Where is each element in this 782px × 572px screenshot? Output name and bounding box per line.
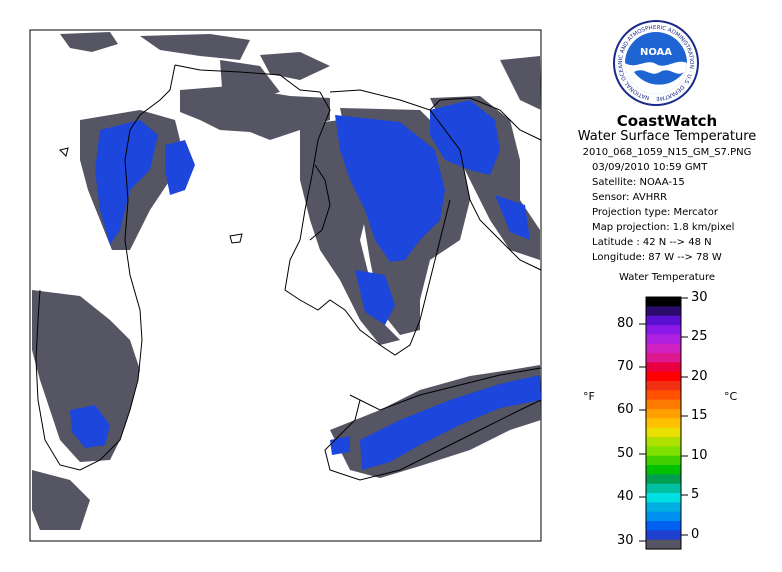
- color-swatch: [646, 297, 681, 307]
- c-tick-30: 30: [691, 290, 708, 305]
- color-swatch: [646, 446, 681, 457]
- map-projection: Map projection: 1.8 km/pixel: [592, 222, 735, 233]
- color-scale-border: [645, 296, 682, 550]
- file-name: 2010_068_1059_N15_GM_S7.PNG: [582, 147, 752, 158]
- color-swatch: [646, 343, 681, 354]
- c-tick-5: 5: [691, 487, 700, 502]
- c-tick-15: 15: [691, 408, 708, 423]
- unit-celsius: °C: [724, 390, 738, 403]
- satellite: Satellite: NOAA-15: [592, 177, 685, 188]
- datetime: 03/09/2010 10:59 GMT: [592, 162, 708, 173]
- f-tick-60: 60: [617, 402, 634, 417]
- c-tick-0: 0: [691, 527, 700, 542]
- f-tick-40: 40: [617, 489, 634, 504]
- coastline: [35, 64, 542, 481]
- longitude-range: Longitude: 87 W --> 78 W: [592, 252, 722, 263]
- noaa-logo-text: NOAA: [640, 47, 672, 58]
- projection-type: Projection type: Mercator: [592, 207, 718, 218]
- color-swatch: [646, 455, 681, 466]
- color-swatch: [646, 483, 681, 494]
- color-swatch: [646, 530, 681, 541]
- sensor: Sensor: AVHRR: [592, 192, 668, 203]
- f-tick-50: 50: [617, 446, 634, 461]
- color-swatch: [646, 418, 681, 429]
- product-subtitle: Water Surface Temperature: [577, 129, 757, 144]
- c-tick-25: 25: [691, 329, 708, 344]
- color-swatch: [646, 511, 681, 522]
- color-swatch: [646, 427, 681, 438]
- unit-fahrenheit: °F: [583, 390, 595, 403]
- color-swatch: [646, 315, 681, 326]
- metadata-block: 03/09/2010 10:59 GMT Satellite: NOAA-15 …: [592, 160, 734, 265]
- color-swatch: [646, 493, 681, 503]
- color-swatch: [646, 371, 681, 382]
- color-swatch: [646, 353, 681, 363]
- f-tick-80: 80: [617, 316, 634, 331]
- color-swatch: [646, 390, 681, 401]
- c-tick-20: 20: [691, 369, 708, 384]
- f-tick-30: 30: [617, 533, 634, 548]
- color-swatch: [646, 502, 681, 513]
- color-scale-bar: [646, 297, 681, 550]
- color-swatch: [646, 521, 681, 531]
- color-scale-ticks: [639, 297, 688, 542]
- legend-title: Water Temperature: [618, 272, 716, 283]
- latitude-range: Latitude : 42 N --> 48 N: [592, 237, 712, 248]
- color-swatch: [646, 465, 681, 475]
- color-swatch: [646, 334, 681, 345]
- color-swatch: [646, 539, 681, 550]
- color-swatch: [646, 409, 681, 419]
- color-swatch: [646, 437, 681, 447]
- f-tick-70: 70: [617, 359, 634, 374]
- c-tick-10: 10: [691, 448, 708, 463]
- color-swatch: [646, 474, 681, 485]
- color-swatch: [646, 306, 681, 317]
- app-title: CoastWatch: [616, 112, 718, 130]
- color-swatch: [646, 362, 681, 373]
- color-swatch: [646, 399, 681, 410]
- color-swatch: [646, 381, 681, 391]
- color-swatch: [646, 325, 681, 335]
